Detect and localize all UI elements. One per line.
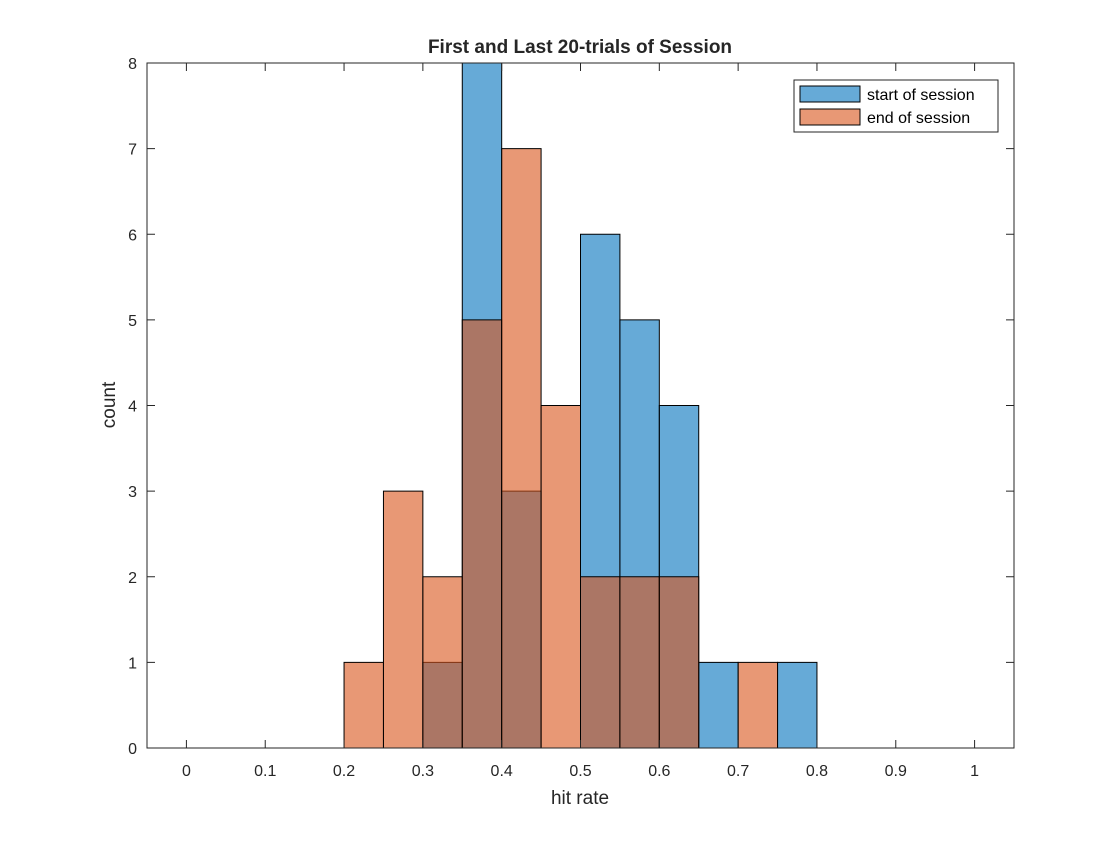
- bar-series1-bin4: [501, 148, 542, 749]
- y-tick-label: 3: [128, 484, 137, 501]
- legend-label-start: start of session: [867, 87, 975, 104]
- x-tick-label: 0.4: [491, 763, 513, 780]
- x-tick-label: 0.6: [648, 763, 670, 780]
- bar-series1-bin1: [382, 490, 424, 749]
- chart-title: First and Last 20-trials of Session: [428, 37, 732, 58]
- y-tick-label: 6: [128, 227, 137, 244]
- bar-series0-bin9: [698, 661, 739, 749]
- x-axis-label: hit rate: [551, 788, 609, 809]
- bar-series1-bin8: [658, 576, 700, 749]
- y-tick-label: 8: [128, 56, 137, 73]
- bar-series1-bin10: [737, 661, 779, 749]
- x-tick-label: 0.8: [806, 763, 828, 780]
- ticks-layer: 0 0.1 0.2 0.3 0.4 0.5 0.6 0.7 0.8 0.9 1 0 1 2 3 4 5 6 7 8: [128, 56, 1014, 780]
- x-tick-label: 0.9: [885, 763, 907, 780]
- y-tick-label: 4: [128, 399, 137, 416]
- bar-series1-bin5: [540, 405, 581, 749]
- y-tick-label: 0: [128, 741, 137, 758]
- bar-series1-bin7: [619, 576, 660, 749]
- bar-series1-bin2: [422, 576, 463, 749]
- x-tick-label: 0.3: [412, 763, 434, 780]
- legend: start of session end of session: [793, 79, 999, 133]
- bar-series1-bin6: [580, 576, 621, 749]
- x-tick-label: 0.2: [333, 763, 355, 780]
- x-tick-label: 0.1: [254, 763, 276, 780]
- x-tick-label: 1: [970, 763, 979, 780]
- y-tick-label: 5: [128, 313, 137, 330]
- bar-series0-bin11: [777, 661, 818, 749]
- bar-series1-bin0: [343, 661, 384, 749]
- y-tick-label: 2: [128, 570, 137, 587]
- x-tick-label: 0: [182, 763, 191, 780]
- x-tick-label: 0.7: [727, 763, 749, 780]
- bar-series1-bin3: [461, 319, 503, 749]
- y-tick-label: 1: [128, 655, 137, 672]
- bars-layer: [343, 62, 818, 749]
- legend-swatch-end: [799, 108, 861, 126]
- y-axis-label: count: [99, 381, 120, 428]
- legend-swatch-start: [799, 85, 861, 103]
- legend-label-end: end of session: [867, 110, 970, 127]
- y-tick-label: 7: [128, 142, 137, 159]
- x-tick-label: 0.5: [569, 763, 591, 780]
